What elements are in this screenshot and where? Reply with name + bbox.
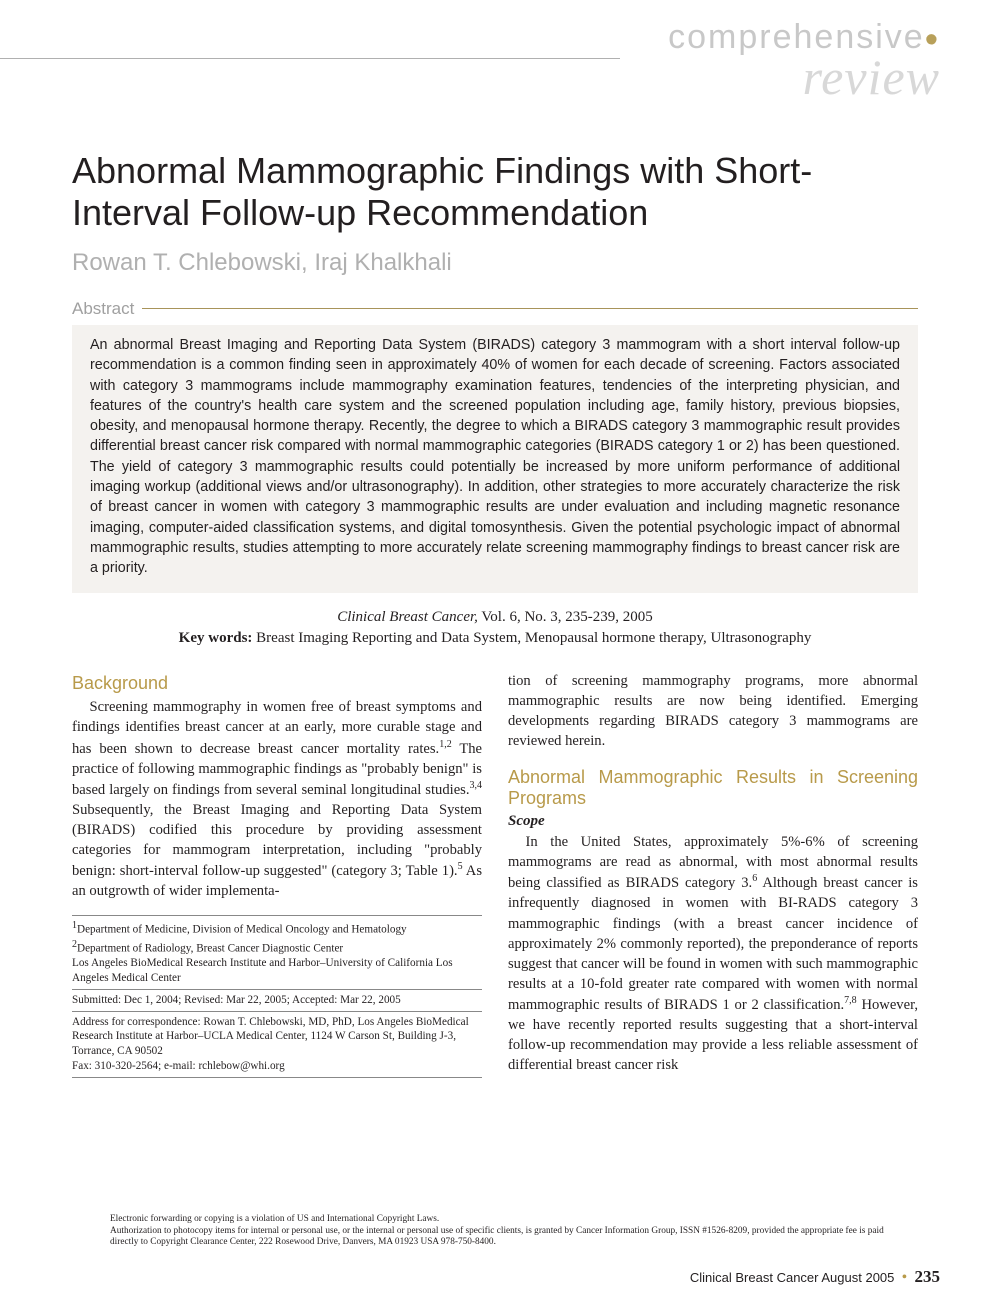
citation-ref: Vol. 6, No. 3, 235-239, 2005	[478, 609, 653, 625]
footer-journal: Clinical Breast Cancer	[690, 1270, 819, 1285]
affiliation-dept: 1Department of Medicine, Division of Med…	[72, 916, 482, 990]
abstract-text: An abnormal Breast Imaging and Reporting…	[72, 325, 918, 593]
subhead-scope: Scope	[508, 811, 918, 832]
scope-paragraph: In the United States, approximately 5%-6…	[508, 832, 918, 1075]
section-head-abnormal: Abnormal Mammographic Results in Screeni…	[508, 767, 918, 809]
copyright-notice: Electronic forwarding or copying is a vi…	[110, 1214, 910, 1249]
footer-date: August 2005	[818, 1270, 894, 1285]
background-paragraph: Screening mammography in women free of b…	[72, 697, 482, 901]
citation-block: Clinical Breast Cancer, Vol. 6, No. 3, 2…	[72, 607, 918, 649]
left-column: Background Screening mammography in wome…	[72, 671, 482, 1078]
body-columns: Background Screening mammography in wome…	[72, 671, 918, 1078]
abstract-label: Abstract	[72, 299, 140, 319]
header-rule	[0, 58, 620, 59]
continuation-paragraph: tion of screening mammography programs, …	[508, 671, 918, 752]
article-authors: Rowan T. Chlebowski, Iraj Khalkhali	[72, 249, 918, 277]
submission-dates: Submitted: Dec 1, 2004; Revised: Mar 22,…	[72, 990, 482, 1012]
keywords: Breast Imaging Reporting and Data System…	[256, 630, 811, 646]
footer-page-number: 235	[915, 1267, 941, 1286]
affiliations-block: 1Department of Medicine, Division of Med…	[72, 915, 482, 1078]
right-column: tion of screening mammography programs, …	[508, 671, 918, 1078]
page-footer: Clinical Breast Cancer August 2005 • 235	[690, 1267, 940, 1287]
correspondence: Address for correspondence: Rowan T. Chl…	[72, 1012, 482, 1078]
abstract-rule	[142, 308, 918, 309]
article-title: Abnormal Mammographic Findings with Shor…	[72, 150, 918, 235]
page-content: Abnormal Mammographic Findings with Shor…	[72, 150, 918, 1078]
citation-journal: Clinical Breast Cancer,	[337, 609, 478, 625]
bullet-icon: •	[898, 1269, 912, 1286]
abstract-label-row: Abstract	[72, 299, 918, 319]
keywords-label: Key words:	[179, 630, 257, 646]
section-head-background: Background	[72, 671, 482, 696]
journal-section-brand: comprehensive• review	[668, 18, 940, 106]
